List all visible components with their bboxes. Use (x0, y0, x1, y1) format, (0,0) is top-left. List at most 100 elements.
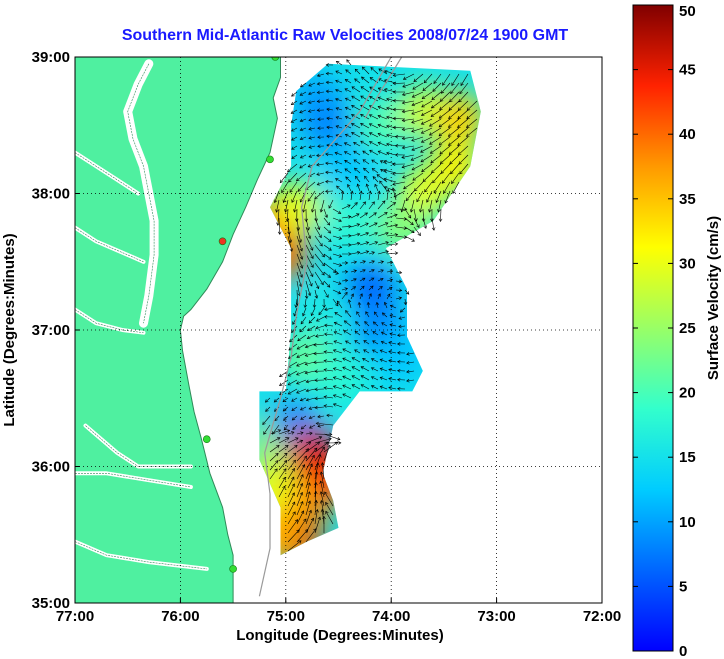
velocity-vector (419, 199, 424, 213)
velocity-vector (368, 105, 379, 111)
velocity-vector (279, 370, 289, 377)
velocity-vector (325, 89, 334, 94)
y-tick-label: 39:00 (32, 49, 70, 66)
velocity-vector (314, 271, 324, 286)
velocity-vector (370, 376, 379, 381)
velocity-vector (336, 300, 343, 309)
velocity-vector (323, 280, 331, 288)
velocity-vector (342, 375, 352, 381)
velocity-vector (343, 320, 352, 327)
velocity-vector (325, 170, 334, 175)
velocity-vector (278, 476, 286, 489)
velocity-vector (296, 271, 303, 288)
velocity-vector (325, 152, 334, 157)
velocity-vector (350, 260, 358, 265)
velocity-vector (344, 133, 352, 138)
velocity-vector (433, 73, 442, 84)
velocity-vector (294, 208, 299, 222)
velocity-vector (305, 253, 314, 268)
velocity-vector (308, 82, 316, 87)
velocity-vector (389, 314, 397, 318)
velocity-vector (356, 311, 361, 318)
x-tick-label: 73:00 (477, 608, 515, 625)
velocity-vector (285, 208, 290, 222)
velocity-vector (296, 431, 304, 435)
velocity-vector (430, 154, 442, 164)
velocity-vector (323, 262, 337, 273)
velocity-vector (359, 285, 365, 291)
velocity-vector (345, 69, 352, 75)
velocity-vector (323, 315, 334, 319)
velocity-vector (287, 529, 300, 543)
velocity-vector (315, 334, 325, 338)
velocity-vector (452, 181, 460, 194)
velocity-vector (332, 253, 343, 258)
velocity-vector (392, 98, 406, 103)
velocity-vector (411, 163, 424, 171)
velocity-vector (392, 162, 406, 167)
velocity-vector (401, 136, 415, 141)
velocity-vector (450, 163, 460, 175)
x-tick-label: 72:00 (583, 608, 621, 625)
velocity-vector (299, 118, 307, 123)
velocity-vector (383, 185, 397, 192)
velocity-vector (287, 467, 295, 480)
velocity-vector (323, 208, 328, 219)
velocity-vector (365, 311, 370, 318)
colorbar-tick-label: 15 (679, 449, 696, 466)
land-mass (75, 57, 281, 603)
velocity-vector (413, 181, 424, 192)
velocity-vector (466, 127, 478, 137)
velocity-vector (296, 491, 304, 507)
velocity-vector (282, 397, 289, 403)
velocity-vector (305, 379, 316, 384)
colorbar-tick-label: 0 (679, 643, 687, 659)
velocity-sample (270, 181, 323, 234)
velocity-vector (370, 67, 379, 75)
velocity-vector (289, 181, 298, 193)
velocity-vector (314, 432, 333, 437)
velocity-vector (299, 154, 307, 159)
velocity-vector (466, 109, 478, 120)
velocity-vector (316, 90, 325, 95)
velocity-vector (302, 307, 307, 317)
velocity-vector (305, 509, 312, 525)
velocity-vector (386, 133, 397, 138)
velocity-vector (351, 104, 361, 111)
velocity-vector (376, 174, 388, 183)
velocity-vector (360, 113, 370, 120)
velocity-vector (369, 95, 379, 102)
velocity-vector (398, 324, 406, 329)
velocity-vector (401, 109, 415, 114)
velocity-vector (368, 269, 375, 273)
velocity-vector (411, 109, 424, 115)
velocity-vector (332, 349, 343, 354)
velocity-vector (368, 141, 379, 147)
velocity-vector (287, 540, 302, 552)
velocity-vector (377, 260, 385, 264)
velocity-vector (395, 288, 403, 293)
velocity-vector (448, 109, 460, 120)
velocity-vector (423, 73, 433, 84)
velocity-vector (296, 352, 307, 358)
velocity-vector (332, 358, 343, 363)
velocity-vector (350, 190, 354, 201)
velocity-vector (299, 406, 307, 411)
velocity-vector (372, 321, 379, 327)
velocity-vector (351, 132, 361, 138)
velocity-vector (345, 176, 352, 183)
velocity-vector (377, 132, 388, 138)
velocity-vector (413, 226, 421, 236)
velocity-vector (287, 379, 298, 386)
velocity-vector (340, 190, 345, 201)
velocity-vector (377, 250, 389, 255)
velocity-vector (296, 464, 306, 480)
velocity-vector (354, 78, 361, 84)
velocity-vector (380, 331, 388, 336)
velocity-vector (335, 97, 343, 102)
velocity-vector (317, 414, 325, 419)
velocity-vector (323, 350, 334, 354)
velocity-vector (359, 241, 370, 246)
velocity-vector (325, 179, 334, 184)
